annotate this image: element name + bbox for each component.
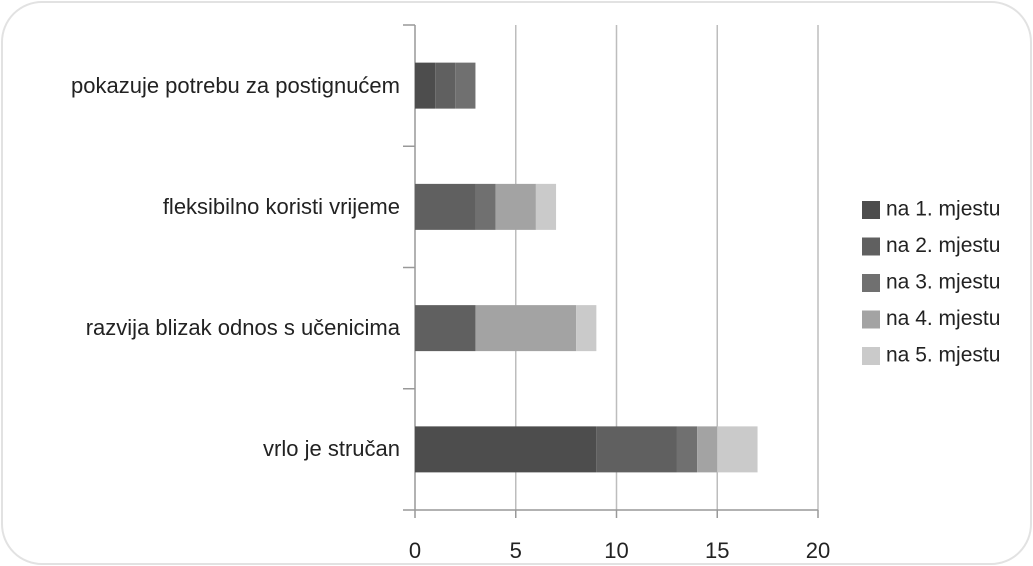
legend-label: na 4. mjestu xyxy=(886,307,1000,330)
bar-segment xyxy=(697,426,718,473)
bar-segment xyxy=(475,183,496,230)
x-tick-label: 10 xyxy=(604,538,628,563)
bar-segment xyxy=(576,305,597,352)
legend-label: na 5. mjestu xyxy=(886,344,1000,367)
bar-segment xyxy=(435,62,456,109)
legend-swatch xyxy=(862,201,880,219)
bar-segment xyxy=(596,426,677,473)
legend-swatch xyxy=(862,310,880,329)
bar-segment xyxy=(415,426,597,473)
legend-label: na 2. mjestu xyxy=(886,234,1000,257)
bar-segment xyxy=(535,183,557,230)
bar-segment xyxy=(717,426,758,473)
category-label: fleksibilno koristi vrijeme xyxy=(162,193,400,219)
category-label: vrlo je stručan xyxy=(263,436,400,462)
category-label: razvija blizak odnos s učenicima xyxy=(85,315,400,341)
legend-swatch xyxy=(862,237,880,256)
bar-segment xyxy=(495,183,536,230)
category-label: pokazuje potrebu za postignućem xyxy=(71,72,400,98)
x-tick-label: 15 xyxy=(705,538,729,563)
legend-swatch xyxy=(862,274,880,292)
bar-segment xyxy=(415,62,436,109)
bar-segment xyxy=(455,62,476,109)
legend-label: na 3. mjestu xyxy=(886,271,1000,294)
bar-segment xyxy=(415,183,476,230)
bar-segment xyxy=(415,305,476,352)
bar-segment xyxy=(676,426,698,473)
bar-segment xyxy=(475,305,577,352)
x-tick-label: 20 xyxy=(806,538,830,563)
x-tick-label: 5 xyxy=(510,538,522,563)
x-tick-label: 0 xyxy=(409,538,421,563)
legend-swatch xyxy=(862,347,880,365)
legend-label: na 1. mjestu xyxy=(886,198,1000,221)
